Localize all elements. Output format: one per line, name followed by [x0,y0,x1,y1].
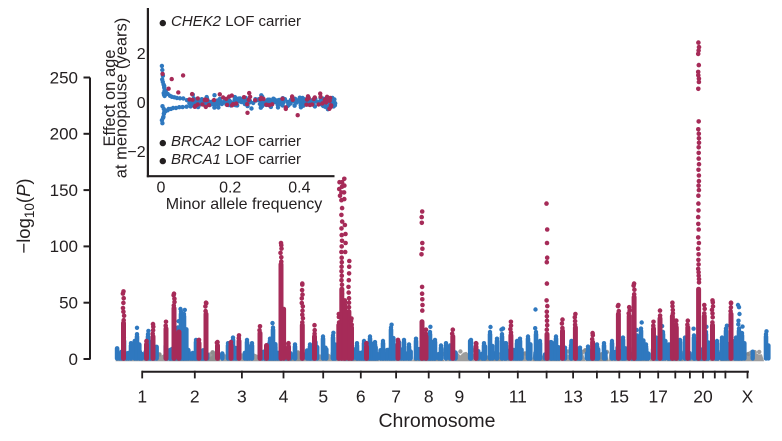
svg-text:CHEK2 LOF carrier: CHEK2 LOF carrier [171,13,301,30]
svg-text:50: 50 [59,294,78,313]
svg-text:1: 1 [137,387,147,407]
svg-text:20: 20 [693,387,713,407]
svg-text:7: 7 [391,387,401,407]
svg-text:200: 200 [50,125,78,144]
svg-text:15: 15 [610,387,629,407]
svg-text:4: 4 [279,387,289,407]
svg-text:13: 13 [563,387,582,407]
svg-text:0.2: 0.2 [219,180,241,197]
svg-text:0: 0 [157,180,166,197]
svg-text:100: 100 [50,237,78,256]
svg-text:250: 250 [50,68,78,87]
svg-text:BRCA1 LOF carrier: BRCA1 LOF carrier [171,151,301,168]
svg-text:9: 9 [455,387,465,407]
svg-text:6: 6 [356,387,366,407]
svg-text:0: 0 [137,95,146,112]
svg-text:Chromosome: Chromosome [378,410,495,432]
svg-text:X: X [742,387,754,407]
svg-text:3: 3 [237,387,247,407]
svg-text:at menopause (years): at menopause (years) [113,18,131,179]
svg-text:0.4: 0.4 [288,180,310,197]
svg-text:Effect on age: Effect on age [101,50,119,147]
svg-text:2: 2 [190,387,200,407]
svg-text:8: 8 [424,387,434,407]
svg-text:−2: −2 [127,144,145,161]
svg-text:5: 5 [318,387,328,407]
svg-text:0: 0 [69,350,78,369]
svg-text:150: 150 [50,181,78,200]
svg-text:17: 17 [648,387,667,407]
svg-text:Minor allele frequency: Minor allele frequency [166,196,323,213]
svg-text:BRCA2 LOF carrier: BRCA2 LOF carrier [171,133,301,150]
svg-text:2: 2 [137,46,146,63]
svg-text:11: 11 [509,387,527,407]
